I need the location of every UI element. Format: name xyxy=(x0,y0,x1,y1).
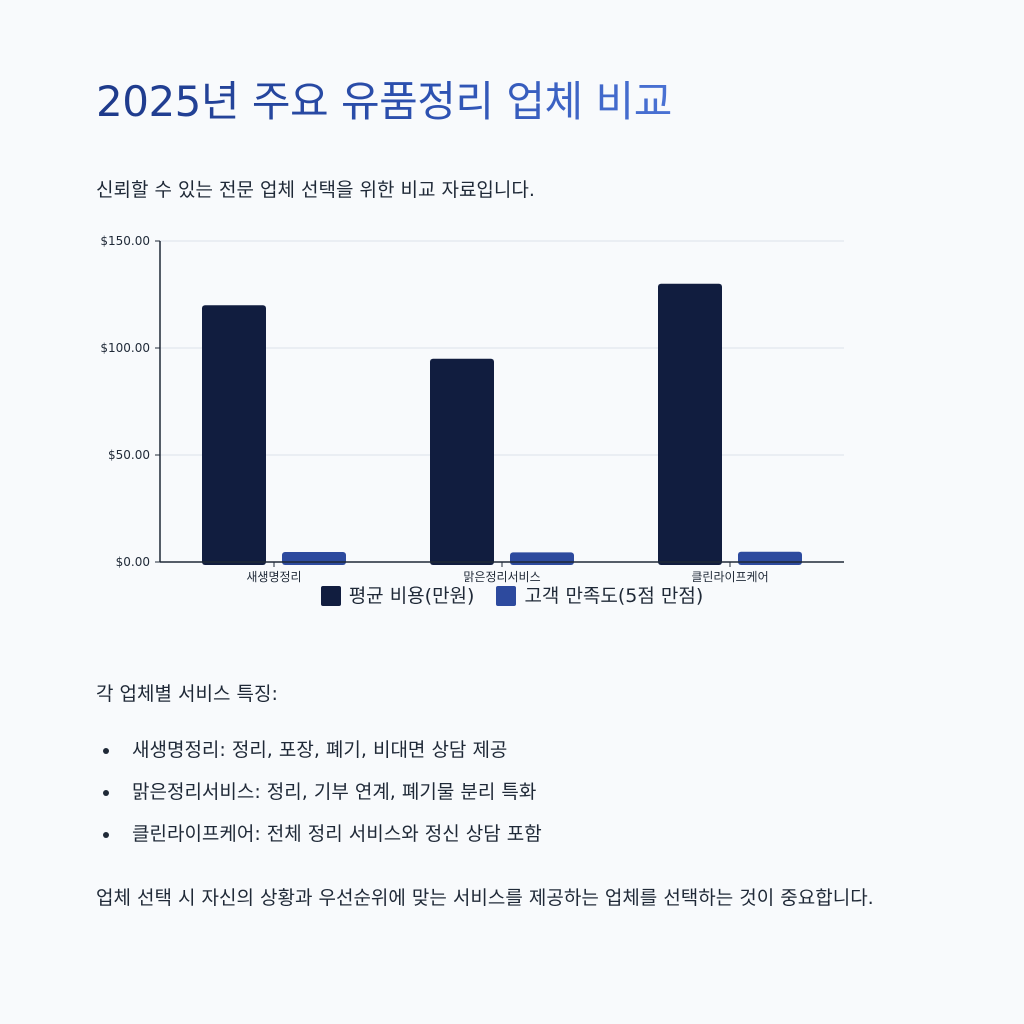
y-tick-label: $50.00 xyxy=(108,448,150,462)
feature-text: 맑은정리서비스: 정리, 기부 연계, 폐기물 분리 특화 xyxy=(132,781,537,803)
feature-item: 새생명정리: 정리, 포장, 폐기, 비대면 상담 제공 xyxy=(96,736,936,778)
legend-swatch-cost xyxy=(320,586,341,606)
features-heading: 각 업체별 서비스 특징: xyxy=(96,683,278,705)
legend-swatch-satisfaction xyxy=(496,586,517,606)
feature-item: 클린라이프케어: 전체 정리 서비스와 정신 상담 포함 xyxy=(96,820,936,862)
bar-satisfaction xyxy=(738,551,802,565)
legend-item-cost: 평균 비용(만원) xyxy=(320,582,475,610)
bar-satisfaction xyxy=(282,551,346,565)
bar-cost xyxy=(430,358,494,565)
feature-text: 새생명정리: 정리, 포장, 폐기, 비대면 상담 제공 xyxy=(132,739,508,761)
bullet-icon xyxy=(103,832,109,838)
legend-label-satisfaction: 고객 만족도(5점 만점) xyxy=(524,585,704,607)
legend-label-cost: 평균 비용(만원) xyxy=(348,585,475,607)
y-tick-label: $0.00 xyxy=(116,555,150,569)
y-tick-label: $150.00 xyxy=(100,234,150,248)
feature-item: 맑은정리서비스: 정리, 기부 연계, 폐기물 분리 특화 xyxy=(96,778,936,820)
bar-cost xyxy=(658,283,722,565)
x-tick-label: 클린라이프케어 xyxy=(691,570,768,584)
y-tick-label: $100.00 xyxy=(100,341,150,355)
chart-legend: 평균 비용(만원) 고객 만족도(5점 만점) xyxy=(0,582,1024,610)
bar-satisfaction xyxy=(510,552,574,565)
feature-list: 새생명정리: 정리, 포장, 폐기, 비대면 상담 제공 맑은정리서비스: 정리… xyxy=(96,736,936,862)
conclusion-text: 업체 선택 시 자신의 상황과 우선순위에 맞는 서비스를 제공하는 업체를 선… xyxy=(96,887,874,909)
bullet-icon xyxy=(103,748,109,754)
bar-chart: $0.00 $50.00 $100.00 $150.00 새생명정리 맑은정리서비스 클린라… xyxy=(100,234,844,584)
bar-cost xyxy=(202,305,266,565)
feature-text: 클린라이프케어: 전체 정리 서비스와 정신 상담 포함 xyxy=(132,823,542,845)
page-subtitle: 신뢰할 수 있는 전문 업체 선택을 위한 비교 자료입니다. xyxy=(96,179,535,201)
bullet-icon xyxy=(103,790,109,796)
x-tick-label: 새생명정리 xyxy=(246,570,301,584)
chart-container: $0.00 $50.00 $100.00 $150.00 새생명정리 맑은정리서비스 클린라… xyxy=(0,220,1024,620)
x-tick-label: 맑은정리서비스 xyxy=(463,570,540,584)
page-title: 2025년 주요 유품정리 업체 비교 xyxy=(96,77,672,126)
legend-item-satisfaction: 고객 만족도(5점 만점) xyxy=(496,582,703,610)
